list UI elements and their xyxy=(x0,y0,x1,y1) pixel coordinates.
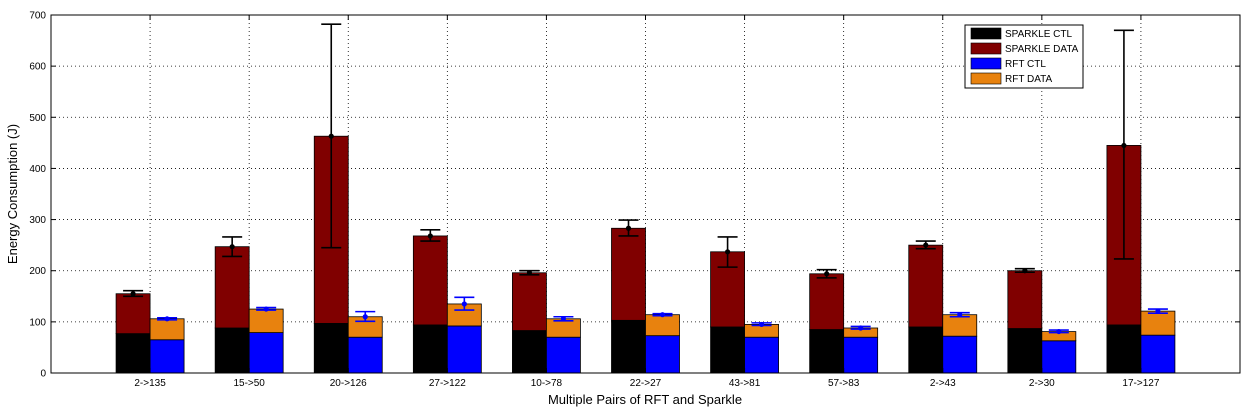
x-tick-label: 10->78 xyxy=(531,378,563,389)
y-tick-label: 100 xyxy=(29,317,46,328)
mean-marker xyxy=(1121,142,1127,149)
x-tick-label: 15->50 xyxy=(233,378,265,389)
bar-segment-rft-data xyxy=(1140,310,1176,336)
x-tick-label: 22->27 xyxy=(630,378,662,389)
y-tick-label: 0 xyxy=(40,369,46,380)
mean-marker xyxy=(560,316,567,322)
x-tick-label: 17->127 xyxy=(1122,378,1159,389)
y-axis-label: Energy Consumption (J) xyxy=(5,124,20,264)
mean-marker xyxy=(923,242,929,248)
x-tick-label: 20->126 xyxy=(330,378,367,389)
mean-marker xyxy=(427,233,433,239)
mean-marker xyxy=(1022,268,1028,274)
y-tick-label: 200 xyxy=(29,266,46,277)
mean-marker xyxy=(1056,328,1062,335)
bar-segment-rft-ctl xyxy=(1140,334,1176,374)
legend-swatch xyxy=(970,42,1002,55)
bar-segment-sparkle-ctl xyxy=(809,329,845,374)
legend: SPARKLE CTL SPARKLE DATA RFT CTL RFT DATA xyxy=(964,24,1084,89)
bar-segment-sparkle-data xyxy=(412,235,448,326)
x-tick-label: 2->43 xyxy=(930,378,956,389)
x-tick-label: 57->83 xyxy=(828,378,860,389)
bar-segment-rft-ctl xyxy=(546,336,581,374)
bar-segment-rft-data xyxy=(149,318,185,341)
bar-segment-sparkle-ctl xyxy=(412,324,448,374)
bar-segment-sparkle-ctl xyxy=(1106,324,1142,374)
x-tick-label: 2->30 xyxy=(1029,378,1055,389)
bar-segment-rft-ctl xyxy=(645,335,680,374)
mean-marker xyxy=(130,291,136,297)
bar-segment-sparkle-ctl xyxy=(115,333,151,374)
bar-segment-sparkle-ctl xyxy=(313,322,349,374)
error-bars-layer xyxy=(123,23,1168,335)
legend-swatch xyxy=(970,57,1002,70)
bar-segment-rft-data xyxy=(248,308,284,333)
bar-segment-sparkle-ctl xyxy=(611,319,646,374)
bar-segment-sparkle-ctl xyxy=(214,327,250,374)
bar-segment-sparkle-data xyxy=(809,273,845,330)
y-tick-label: 500 xyxy=(29,113,46,124)
y-tick-label: 700 xyxy=(29,11,46,22)
bar-segment-rft-ctl xyxy=(248,332,284,374)
bar-segment-sparkle-data xyxy=(214,246,250,329)
bar-segment-rft-ctl xyxy=(942,335,978,374)
legend-label: SPARKLE DATA xyxy=(1005,44,1079,55)
mean-marker xyxy=(1155,308,1161,314)
x-tick-label: 43->81 xyxy=(729,378,761,389)
legend-swatch xyxy=(970,72,1002,85)
x-tick-label: 27->122 xyxy=(429,378,466,389)
bar-segment-sparkle-ctl xyxy=(1007,328,1043,374)
bar-segment-rft-ctl xyxy=(1041,340,1077,374)
bar-segment-sparkle-ctl xyxy=(710,326,745,374)
mean-marker xyxy=(362,314,368,320)
mean-marker xyxy=(957,312,963,318)
mean-marker xyxy=(824,271,830,277)
mean-marker xyxy=(461,301,467,307)
legend-label: RFT CTL xyxy=(1005,59,1046,70)
legend-swatch xyxy=(970,27,1002,40)
mean-marker xyxy=(724,249,731,255)
y-axis-ticks: 0 100 200 300 400 500 600 700 xyxy=(29,11,1240,380)
mean-marker xyxy=(328,133,334,139)
mean-marker xyxy=(858,325,864,331)
mean-marker xyxy=(263,306,269,312)
bar-segment-rft-ctl xyxy=(843,336,879,374)
bar-segment-rft-data xyxy=(942,314,978,337)
legend-label: SPARKLE CTL xyxy=(1005,29,1072,40)
bar-segment-sparkle-data xyxy=(908,244,944,328)
bar-segment-rft-ctl xyxy=(744,336,779,374)
bar-segment-sparkle-data xyxy=(1007,270,1043,329)
bar-segment-sparkle-data xyxy=(611,227,646,321)
mean-marker xyxy=(229,244,235,250)
x-axis-ticks: 2->135 15->50 20->126 27->122 10->78 22->27 43… xyxy=(134,15,1160,389)
bar-segment-sparkle-ctl xyxy=(908,326,944,374)
y-tick-label: 300 xyxy=(29,215,46,226)
bar-segment-rft-ctl xyxy=(149,339,185,374)
mean-marker xyxy=(758,321,765,328)
mean-marker xyxy=(526,270,533,276)
y-tick-label: 600 xyxy=(29,62,46,73)
x-tick-label: 2->135 xyxy=(134,378,166,389)
mean-marker xyxy=(659,312,666,318)
legend-label: RFT DATA xyxy=(1005,74,1053,85)
bar-segment-sparkle-data xyxy=(115,293,151,335)
bar-segment-rft-ctl xyxy=(347,336,383,374)
bar-segment-sparkle-data xyxy=(512,272,547,331)
bars-layer xyxy=(115,135,1176,374)
mean-marker xyxy=(164,316,170,322)
bar-segment-rft-ctl xyxy=(446,325,482,374)
y-tick-label: 400 xyxy=(29,164,46,175)
bar-segment-sparkle-ctl xyxy=(512,330,547,374)
x-axis-label: Multiple Pairs of RFT and Sparkle xyxy=(548,392,742,407)
mean-marker xyxy=(625,225,632,231)
bar-segment-rft-data xyxy=(645,314,680,337)
